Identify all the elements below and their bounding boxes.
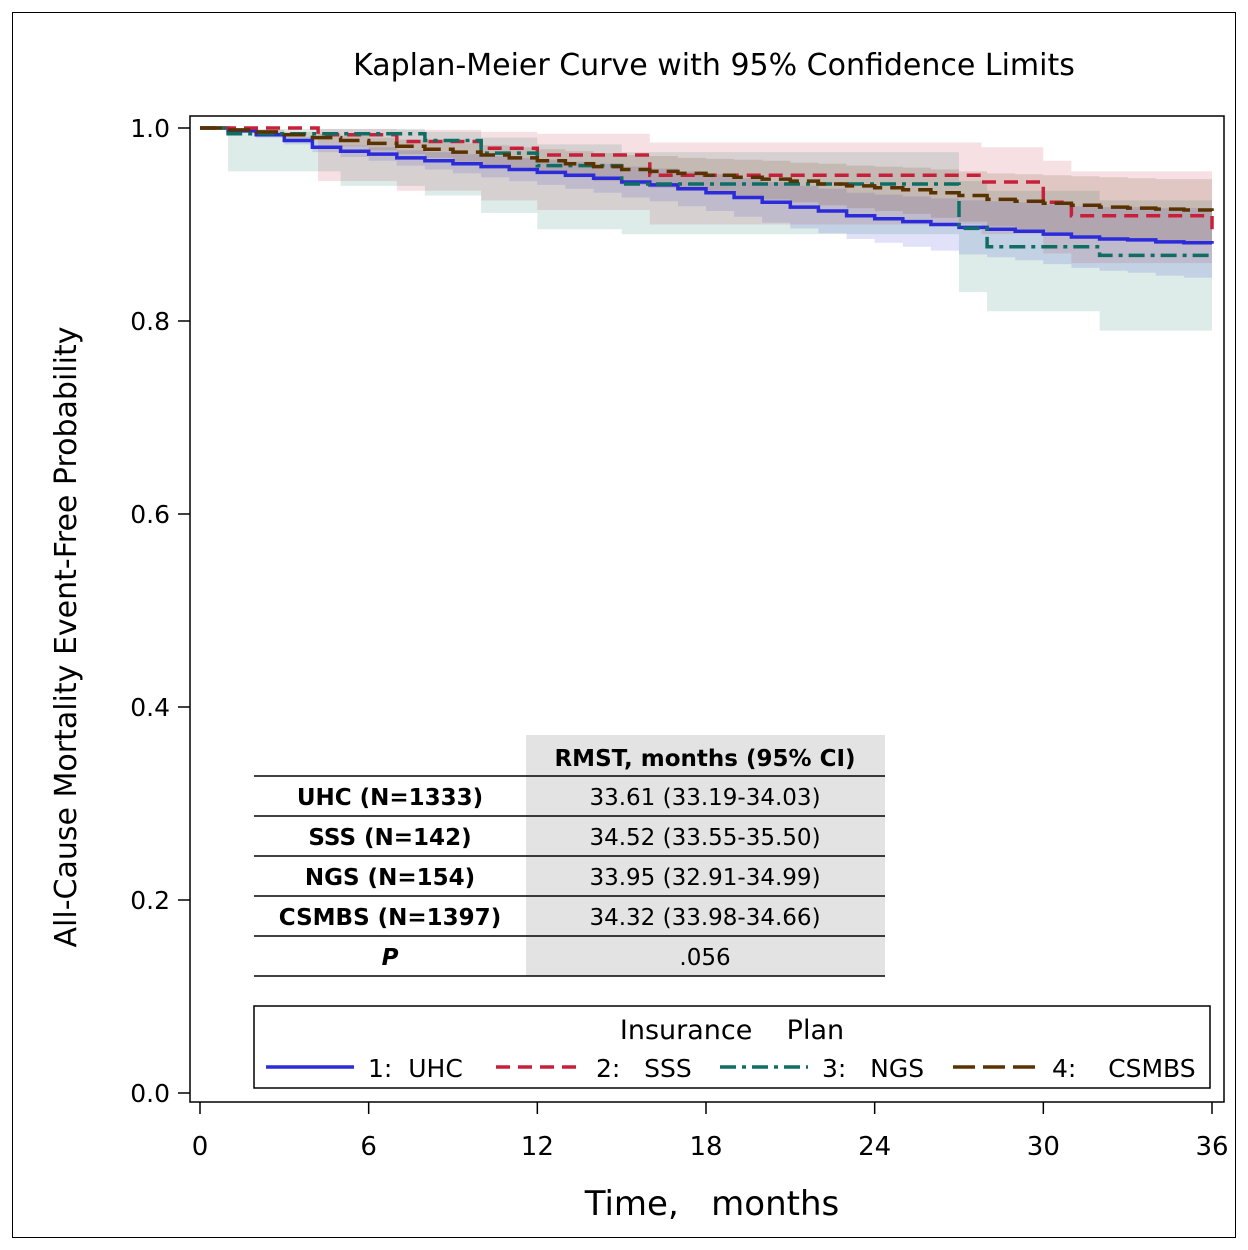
table-row-value: 33.95 (32.91-34.99) [589, 865, 820, 891]
survival-curves [200, 126, 1214, 258]
confidence-bands [200, 128, 1212, 331]
legend: Insurance Plan 1: UHC 2: SSS 3: NGS 4: CSMBS [253, 1005, 1211, 1089]
table-header: RMST, months (95% CI) [554, 746, 855, 772]
survival-curve-1 [200, 126, 1214, 245]
x-tick-label: 18 [689, 1132, 722, 1162]
survival-curve-3 [200, 126, 1212, 258]
confidence-band-3 [200, 128, 1212, 331]
axis-ticks: 0 6 12 18 24 30 36 0.0 0.2 0.4 0.6 0.8 1.0 [130, 114, 1228, 1162]
table-row-value: 34.52 (33.55-35.50) [589, 825, 820, 851]
table-row-label: CSMBS (N=1397) [279, 905, 501, 931]
table-row-label: P [382, 945, 399, 971]
x-axis-label: Time, months [584, 1184, 840, 1224]
y-tick-label: 0.6 [130, 500, 170, 529]
y-tick-label: 1.0 [130, 114, 170, 143]
table-row-label: SSS (N=142) [308, 825, 471, 851]
table-row-label: UHC (N=1333) [297, 785, 483, 811]
legend-label-1: 1: UHC [368, 1054, 463, 1083]
legend-label-4: 4: CSMBS [1052, 1054, 1196, 1083]
y-tick-label: 0.8 [130, 307, 170, 336]
table-row-value: .056 [679, 945, 730, 971]
x-tick-label: 30 [1027, 1132, 1060, 1162]
legend-title: Insurance Plan [620, 1015, 844, 1046]
plot-area [189, 115, 1225, 1103]
table-row-value: 33.61 (33.19-34.03) [589, 785, 820, 811]
survival-curve-4 [200, 126, 1214, 212]
x-tick-label: 36 [1195, 1132, 1228, 1162]
legend-label-2: 2: SSS [596, 1054, 692, 1083]
confidence-band-1 [200, 128, 1212, 280]
survival-curve-2 [200, 126, 1214, 230]
chart-title: Kaplan-Meier Curve with 95% Confidence L… [353, 48, 1075, 83]
table-row-value: 34.32 (33.98-34.66) [589, 905, 820, 931]
rmst-table: RMST, months (95% CI) UHC (N=1333) 33.61 (… [254, 735, 885, 977]
y-axis-label: All-Cause Mortality Event-Free Probabili… [49, 327, 84, 948]
x-tick-label: 12 [521, 1132, 554, 1162]
x-tick-label: 6 [360, 1132, 377, 1162]
x-tick-label: 24 [858, 1132, 891, 1162]
legend-box [253, 1005, 1211, 1089]
y-tick-label: 0.4 [130, 693, 170, 722]
y-tick-label: 0.2 [130, 886, 170, 915]
table-row-label: NGS (N=154) [305, 865, 475, 891]
legend-label-3: 3: NGS [822, 1054, 924, 1083]
x-tick-label: 0 [192, 1132, 209, 1162]
y-tick-label: 0.0 [130, 1079, 170, 1108]
